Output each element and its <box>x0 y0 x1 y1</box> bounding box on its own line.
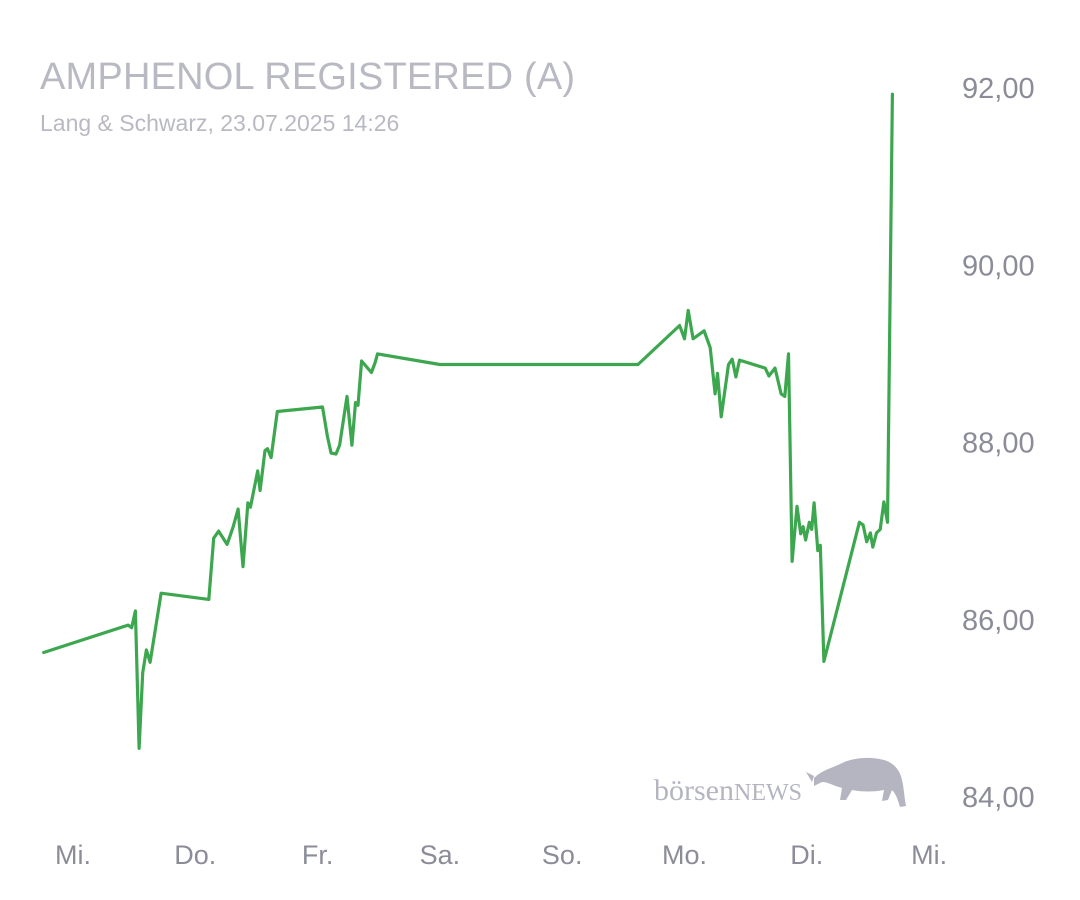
x-tick-label: So. <box>542 840 583 870</box>
y-axis: 92,00 90,00 88,00 86,00 84,00 <box>962 73 1035 814</box>
x-tick-label: Mi. <box>911 840 947 870</box>
brand-logo-text-1: börsen <box>654 774 734 807</box>
brand-watermark: börsenNEWS <box>654 757 906 807</box>
y-tick-label: 86,00 <box>962 605 1035 637</box>
chart-subtitle: Lang & Schwarz, 23.07.2025 14:26 <box>40 110 400 136</box>
y-tick-label: 88,00 <box>962 428 1035 460</box>
chart-title: AMPHENOL REGISTERED (A) <box>40 56 576 98</box>
x-tick-label: Mo. <box>662 840 707 870</box>
series-layer <box>42 92 895 750</box>
y-tick-label: 92,00 <box>962 73 1035 105</box>
x-tick-label: Do. <box>174 840 216 870</box>
x-tick-label: Sa. <box>420 840 461 870</box>
x-axis: Mi. Do. Fr. Sa. So. Mo. Di. Mi. <box>55 840 947 870</box>
x-tick-label: Mi. <box>55 840 91 870</box>
brand-logo-text: börsenNEWS <box>654 774 802 807</box>
brand-logo-text-2: NEWS <box>734 780 802 806</box>
x-tick-label: Fr. <box>302 840 334 870</box>
series-line <box>42 92 895 750</box>
bull-icon <box>806 757 906 807</box>
y-tick-label: 84,00 <box>962 782 1035 814</box>
y-tick-label: 90,00 <box>962 250 1035 282</box>
x-tick-label: Di. <box>790 840 823 870</box>
